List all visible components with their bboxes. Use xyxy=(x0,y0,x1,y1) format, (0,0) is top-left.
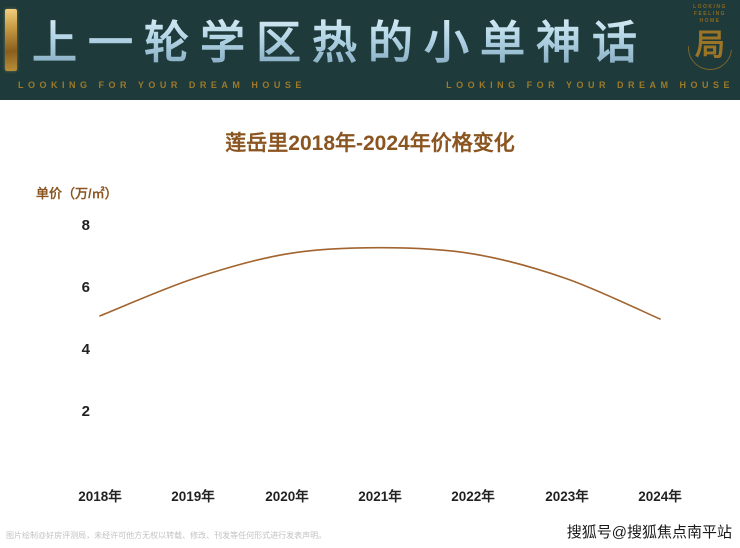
y-tick-4: 4 xyxy=(81,341,90,358)
y-tick-8: 8 xyxy=(81,217,90,234)
brand-logo-line3: HOME xyxy=(699,18,721,24)
y-axis-label: 单价（万/㎡） xyxy=(36,186,118,201)
x-tick-2024: 2024年 xyxy=(638,489,682,504)
tagline-right: LOOKING FOR YOUR DREAM HOUSE xyxy=(446,80,734,90)
y-tick-6: 6 xyxy=(81,279,90,296)
banner-taglines: LOOKING FOR YOUR DREAM HOUSE LOOKING FOR… xyxy=(18,80,734,90)
x-tick-2023: 2023年 xyxy=(545,489,589,504)
gold-ornament-bar xyxy=(5,9,17,71)
x-tick-2022: 2022年 xyxy=(451,489,495,504)
footer-credit: 搜狐号@搜狐焦点南平站 xyxy=(566,524,732,541)
x-tick-2020: 2020年 xyxy=(265,489,309,504)
price-curve-path xyxy=(99,246,661,320)
y-tick-2: 2 xyxy=(81,403,90,420)
x-tick-2019: 2019年 xyxy=(171,489,215,504)
chart-title: 莲岳里2018年-2024年价格变化 xyxy=(225,132,515,155)
tagline-left: LOOKING FOR YOUR DREAM HOUSE xyxy=(18,80,306,90)
brand-seal-character: 局 xyxy=(695,29,725,62)
banner: 上一轮学区热的小单神话 LOOKING FOR YOUR DREAM HOUSE… xyxy=(0,0,740,100)
footer-disclaimer: 图片绘制@好房评测局，未经许可他方无权以转载、修改、刊发等任何形式进行发表声明。 xyxy=(6,531,327,540)
x-tick-2021: 2021年 xyxy=(358,489,402,504)
brand-logo-line2: FEELING xyxy=(693,11,727,17)
x-tick-2018: 2018年 xyxy=(78,489,122,504)
brand-logo: LOOKING FEELING HOME 局 xyxy=(685,4,735,64)
brand-logo-line1: LOOKING xyxy=(693,4,727,10)
brand-logo-text: LOOKING FEELING HOME xyxy=(685,4,735,25)
banner-title: 上一轮学区热的小单神话 xyxy=(32,6,648,71)
